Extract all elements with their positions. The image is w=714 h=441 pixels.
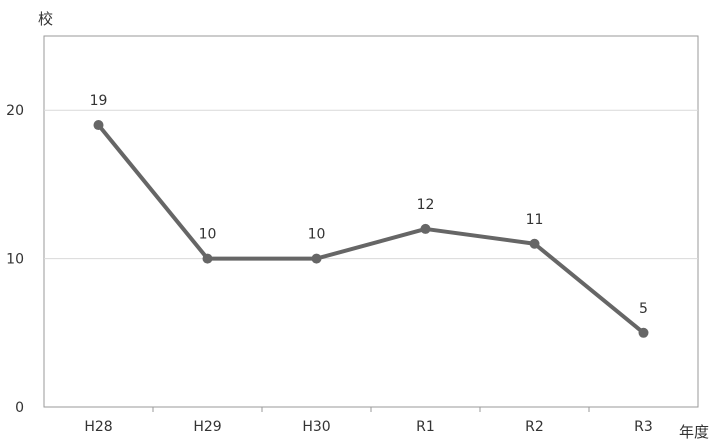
y-tick-label: 20	[6, 103, 24, 119]
x-axis-unit: 年度	[679, 423, 709, 441]
data-point	[529, 238, 540, 249]
plot-area	[43, 35, 699, 408]
data-point	[420, 223, 431, 234]
data-label: 10	[308, 227, 326, 243]
data-point	[638, 327, 649, 338]
x-tick-label: H29	[193, 419, 221, 435]
x-tick-label: H28	[84, 419, 112, 435]
data-point	[311, 253, 322, 264]
gridlines	[44, 109, 698, 260]
x-axis-ticks	[152, 407, 590, 412]
data-label: 12	[417, 197, 435, 213]
x-tick-label: R2	[525, 419, 544, 435]
y-tick-label: 0	[15, 400, 24, 416]
data-points	[93, 120, 649, 338]
data-labels: 19 10 10 12 11 5	[90, 93, 648, 317]
x-axis-tick-labels: H28 H29 H30 R1 R2 R3	[84, 419, 652, 435]
data-label: 5	[639, 301, 648, 317]
data-point	[202, 253, 213, 264]
y-axis-unit: 校	[38, 10, 53, 28]
data-label: 19	[90, 93, 108, 109]
data-series	[96, 123, 646, 335]
data-label: 11	[526, 212, 544, 228]
data-point	[93, 120, 104, 131]
data-label: 10	[199, 227, 217, 243]
x-tick-label: H30	[302, 419, 330, 435]
x-tick-label: R1	[416, 419, 435, 435]
y-axis-tick-labels: 0 10 20	[6, 103, 24, 416]
y-tick-label: 10	[6, 252, 24, 268]
series-line	[96, 123, 646, 335]
x-tick-label: R3	[634, 419, 653, 435]
